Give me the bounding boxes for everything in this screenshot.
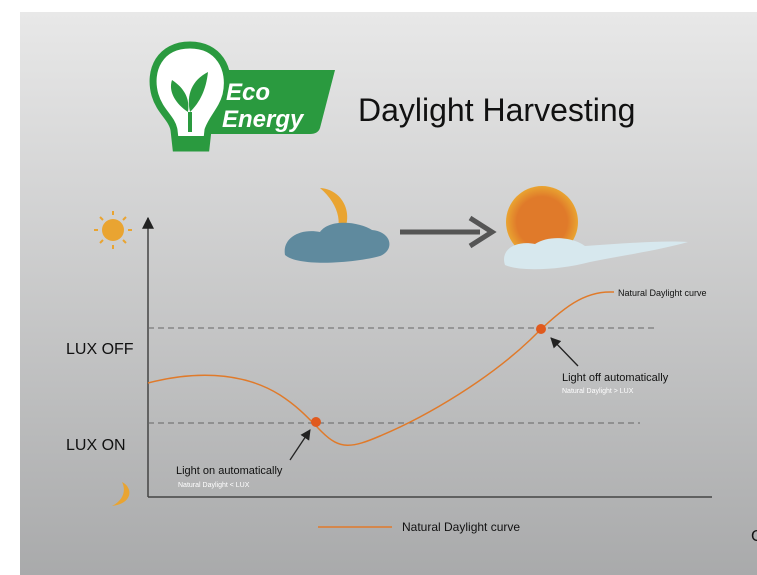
on-title: Light on automatically: [176, 465, 283, 477]
off-title: Light off automatically: [562, 372, 669, 384]
legend-label: Natural Daylight curve: [402, 520, 520, 534]
logo-line2: Energy: [222, 106, 305, 133]
edge-text: C: [751, 528, 757, 545]
curve-label: Natural Daylight curve: [618, 288, 707, 298]
on-point: [311, 417, 321, 427]
title: Daylight Harvesting: [358, 92, 635, 128]
off-point: [536, 324, 546, 334]
lux-off-label: LUX OFF: [66, 341, 134, 358]
off-detail: Natural Daylight > LUX: [562, 388, 634, 395]
on-detail: Natural Daylight < LUX: [178, 482, 250, 489]
logo-line1: Eco: [226, 79, 270, 106]
lux-on-label: LUX ON: [66, 437, 126, 454]
infographic: Eco Energy Daylight Harvesting LUX OFF L…: [0, 0, 757, 575]
